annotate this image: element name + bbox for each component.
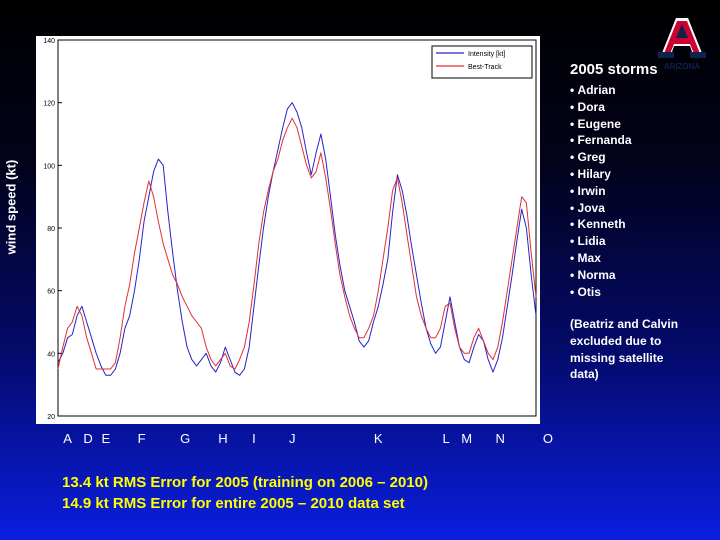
chart-plot-area: 20 40 60 80 100 120 140 Intensity [kt] Best-Trac… [36, 36, 540, 424]
legend-box [431, 45, 533, 79]
y-tick-label: 120 [43, 101, 55, 108]
storm-marker-h: H [218, 431, 228, 446]
storm-item: Greg [570, 149, 632, 166]
series-line-best-track [57, 117, 537, 370]
storm-marker-m: M [461, 431, 473, 446]
storm-item: Dora [570, 99, 632, 116]
storm-marker-n: N [495, 431, 505, 446]
storm-item: Norma [570, 267, 632, 284]
storms-title: 2005 storms [570, 61, 658, 78]
storm-item: Lidia [570, 233, 632, 250]
storm-item: Otis [570, 284, 632, 301]
storm-item: Fernanda [570, 132, 632, 149]
legend-label: Best-Track [468, 64, 502, 71]
storm-marker-i: I [252, 431, 256, 446]
legend-label: Intensity [kt] [468, 51, 505, 58]
y-tick-label: 40 [47, 351, 55, 358]
y-tick-label: 80 [47, 226, 55, 233]
y-axis-label: wind speed (kt) [3, 159, 19, 255]
y-tick-label: 140 [43, 38, 55, 45]
storm-item: Hilary [570, 166, 632, 183]
storm-marker-k: K [373, 431, 383, 446]
rms-error-all: 14.9 kt RMS Error for entire 2005 – 2010… [62, 495, 405, 512]
storm-item: Adrian [570, 82, 632, 99]
exclusion-note: (Beatriz and Calvin excluded due to miss… [570, 317, 679, 382]
storm-item: Irwin [570, 183, 632, 200]
storm-marker-j: J [288, 431, 296, 446]
storm-marker-a: A [63, 431, 72, 446]
storm-marker-o: O [542, 431, 553, 446]
storm-item: Jova [570, 200, 632, 217]
storm-marker-g: G [180, 431, 191, 446]
storm-marker-d: D [83, 431, 93, 446]
y-tick-label: 60 [47, 289, 55, 296]
y-tick-label: 100 [43, 163, 55, 170]
storm-item: Max [570, 250, 632, 267]
intensity-chart: 20 40 60 80 100 120 140 Intensity [kt] Best-Trac… [43, 38, 537, 421]
university-logo-icon: ARIZONA [658, 18, 706, 71]
storm-item: Kenneth [570, 216, 632, 233]
logo-wordmark: ARIZONA [664, 62, 701, 71]
storm-item: Eugene [570, 116, 632, 133]
series-line-intensity [57, 102, 537, 376]
storm-list: Adrian Dora Eugene Fernanda Greg Hilary … [570, 82, 632, 300]
storm-marker-l: L [442, 431, 450, 446]
storm-marker-f: F [137, 431, 146, 446]
rms-error-2005: 13.4 kt RMS Error for 2005 (training on … [62, 474, 428, 491]
y-tick-label: 20 [47, 414, 55, 421]
storm-marker-e: E [101, 431, 111, 446]
